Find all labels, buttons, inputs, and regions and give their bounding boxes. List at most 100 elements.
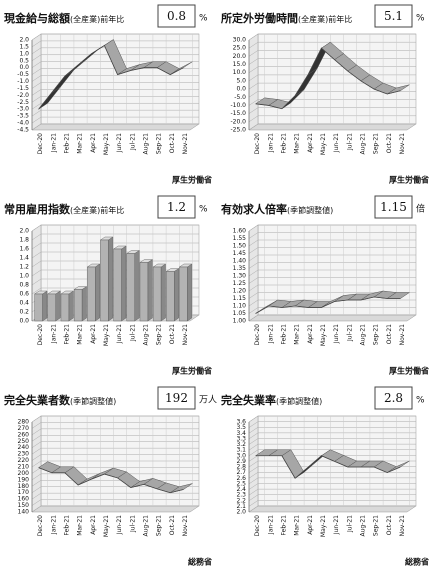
grid-line: [248, 66, 416, 73]
y-tick-label: 1.40: [233, 258, 247, 265]
grid-line: [248, 483, 416, 490]
bar-side: [121, 245, 127, 322]
x-tick-label: Jul-21: [129, 515, 136, 533]
x-tick-label: Feb-21: [63, 133, 70, 154]
side-wall: [248, 33, 259, 131]
side-wall: [31, 33, 42, 131]
floor: [248, 123, 417, 131]
y-tick-label: 1.20: [233, 288, 247, 295]
chart-panel: 現金給与総額(全産業)前年比 0.8 % 厚生労働省 2.01.51.00.50.0-0…: [4, 4, 212, 185]
x-tick-label: Jun-21: [333, 133, 340, 153]
y-tick-label: -2.5: [17, 99, 29, 106]
x-tick-label: Jul-21: [346, 133, 353, 151]
y-tick-label: 270: [18, 425, 30, 432]
title-sub: (全産業)前年比: [70, 205, 124, 215]
grid-line: [31, 123, 199, 131]
grid-line: [248, 99, 416, 106]
grid-line: [248, 254, 416, 262]
title-main: 所定外労働時間: [221, 11, 298, 25]
y-tick-label: 0.6: [19, 291, 29, 298]
y-tick-label: 230: [18, 451, 30, 458]
grid-line: [248, 91, 416, 98]
y-tick-label: 2.0: [19, 228, 29, 235]
y-tick-label: 20.0: [233, 53, 247, 60]
grid-line: [248, 449, 416, 456]
x-tick-label: Jul-21: [346, 515, 353, 533]
x-tick-label: Jul-21: [129, 133, 136, 151]
title-main: 完全失業者数: [4, 393, 71, 407]
y-tick-label: 3.1: [236, 447, 246, 454]
y-tick-label: 1.15: [233, 295, 247, 302]
y-tick-label: -4.5: [17, 127, 29, 134]
grid-line: [248, 232, 416, 239]
x-tick-label: Aug-21: [142, 133, 149, 155]
y-tick-label: 2.0: [236, 509, 246, 516]
x-tick-label: Sep-21: [156, 133, 163, 154]
grid-line: [248, 292, 416, 299]
y-tick-label: 2.4: [236, 486, 246, 493]
headline-unit: %: [416, 14, 425, 24]
y-tick-label: 3.2: [236, 441, 246, 448]
grid-line: [248, 239, 416, 247]
back-wall: [40, 33, 200, 125]
floor: [248, 314, 417, 322]
source: 厚生労働省: [172, 175, 212, 185]
grid-line: [31, 116, 199, 124]
headline-unit: %: [416, 396, 425, 406]
bar: [73, 289, 83, 322]
grid-line: [248, 277, 416, 284]
headline-value: 1.15: [380, 200, 407, 214]
headline-box: [157, 195, 196, 219]
x-tick-label: Apr-21: [90, 133, 97, 153]
grid-line: [31, 68, 199, 75]
grid-line: [31, 441, 199, 448]
bar: [179, 266, 188, 322]
x-tick-label: Jan-21: [267, 324, 274, 344]
bar: [60, 293, 70, 322]
grid-line: [31, 428, 199, 436]
y-tick-label: 10.0: [233, 69, 247, 76]
grid-line: [248, 472, 416, 479]
y-tick-label: 190: [18, 476, 30, 483]
chart-title: 所定外労働時間(全産業)前年比: [221, 11, 352, 25]
x-tick-label: Dec-20: [254, 133, 261, 155]
y-tick-label: 200: [18, 470, 30, 477]
x-tick-label: Aug-21: [142, 515, 149, 537]
line: [255, 296, 401, 314]
headline-unit: 万人: [199, 395, 217, 406]
x-tick-label: Dec-20: [37, 515, 44, 537]
headline-box: [157, 4, 196, 28]
x-tick-label: Dec-20: [254, 515, 261, 537]
x-tick-label: Mar-21: [77, 133, 84, 154]
x-tick-label: Sep-21: [156, 324, 163, 345]
x-tick-label: Jan-21: [50, 324, 57, 344]
grid-line: [248, 262, 416, 269]
x-tick-label: Mar-21: [77, 515, 84, 536]
headline-box: [157, 386, 196, 410]
x-tick-label: Feb-21: [280, 324, 287, 345]
grid-line: [248, 477, 416, 485]
chart-panel: 有効求人倍率(季節調整値) 1.15 倍厚生労働省1.601.551.501.451…: [221, 195, 429, 376]
bar-side: [81, 286, 87, 322]
grid-line: [248, 432, 416, 440]
grid-line: [31, 473, 199, 481]
x-tick-label: Feb-21: [63, 324, 70, 345]
grid-line: [31, 96, 199, 103]
y-tick-label: 30.0: [233, 37, 247, 44]
x-tick-label: Feb-21: [280, 133, 287, 154]
grid-line: [31, 460, 199, 468]
y-tick-label: 1.35: [233, 265, 247, 272]
grid-line: [248, 41, 416, 49]
y-tick-label: 1.55: [233, 235, 247, 242]
grid-line: [31, 422, 199, 429]
grid-line: [248, 505, 416, 513]
grid-line: [31, 61, 199, 68]
floor: [31, 505, 200, 513]
grid-line: [31, 499, 199, 506]
y-tick-label: 1.45: [233, 250, 247, 257]
y-tick-label: 2.3: [236, 492, 246, 499]
x-tick-label: Nov-21: [182, 515, 189, 537]
y-tick-label: -20.0: [230, 118, 246, 125]
y-tick-label: 1.2: [19, 264, 29, 271]
